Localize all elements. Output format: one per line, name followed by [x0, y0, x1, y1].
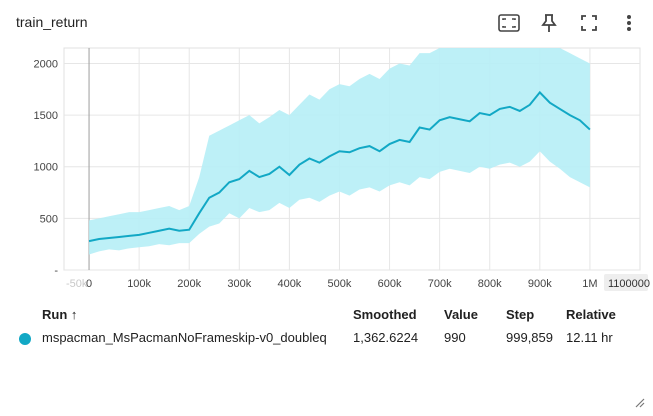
- pin-button[interactable]: [535, 10, 563, 36]
- card-title: train_return: [16, 14, 88, 30]
- fit-domain-button[interactable]: [495, 10, 523, 36]
- x-tick-label: 800k: [478, 278, 502, 290]
- x-tick-label: 700k: [428, 278, 452, 290]
- header-value[interactable]: Value: [444, 307, 478, 322]
- header-step[interactable]: Step: [506, 307, 535, 322]
- header-smoothed[interactable]: Smoothed: [353, 307, 417, 322]
- header-run[interactable]: Run ↑: [42, 307, 78, 322]
- run-color-dot: [19, 333, 31, 345]
- x-edge-label-box: [604, 274, 648, 291]
- y-tick-label: -: [54, 265, 58, 277]
- y-tick-label: 500: [40, 213, 58, 225]
- x-tick-label: 600k: [378, 278, 402, 290]
- fit-domain-icon: [498, 14, 520, 32]
- x-tick-label: 400k: [277, 278, 301, 290]
- more-vert-icon: [627, 15, 631, 31]
- x-tick-label: 1M: [582, 278, 597, 290]
- line-chart[interactable]: - 500 1000 1500 2000 0 100k 200k 300k 400k 500k 600…: [0, 40, 653, 295]
- pin-icon: [541, 14, 557, 32]
- x-tick-label: 200k: [177, 278, 201, 290]
- raw-value: 990: [444, 330, 466, 345]
- x-edge-label-right: 1100000: [608, 278, 650, 290]
- y-tick-label: 1000: [34, 162, 58, 174]
- y-tick-label: 1500: [34, 110, 58, 122]
- step-value: 999,859: [506, 330, 553, 345]
- smoothed-series-line: [88, 90, 591, 243]
- resize-handle-icon[interactable]: [635, 398, 645, 408]
- run-name: mspacman_MsPacmanNoFrameskip-v0_doubleq: [42, 330, 327, 345]
- fullscreen-icon: [581, 15, 597, 31]
- x-edge-label-left: -50k: [66, 278, 88, 290]
- y-tick-label: 2000: [34, 58, 58, 70]
- x-tick-label: 300k: [227, 278, 251, 290]
- x-tick-label: 100k: [127, 278, 151, 290]
- x-tick-label: 500k: [328, 278, 352, 290]
- x-tick-label: 900k: [528, 278, 552, 290]
- relative-value: 12.11 hr: [566, 330, 613, 345]
- fullscreen-button[interactable]: [575, 10, 603, 36]
- more-options-button[interactable]: [615, 10, 643, 36]
- header-relative[interactable]: Relative: [566, 307, 616, 322]
- x-tick-label: 0: [86, 278, 92, 290]
- smoothed-value: 1,362.6224: [353, 330, 419, 345]
- card-toolbar: [495, 10, 643, 36]
